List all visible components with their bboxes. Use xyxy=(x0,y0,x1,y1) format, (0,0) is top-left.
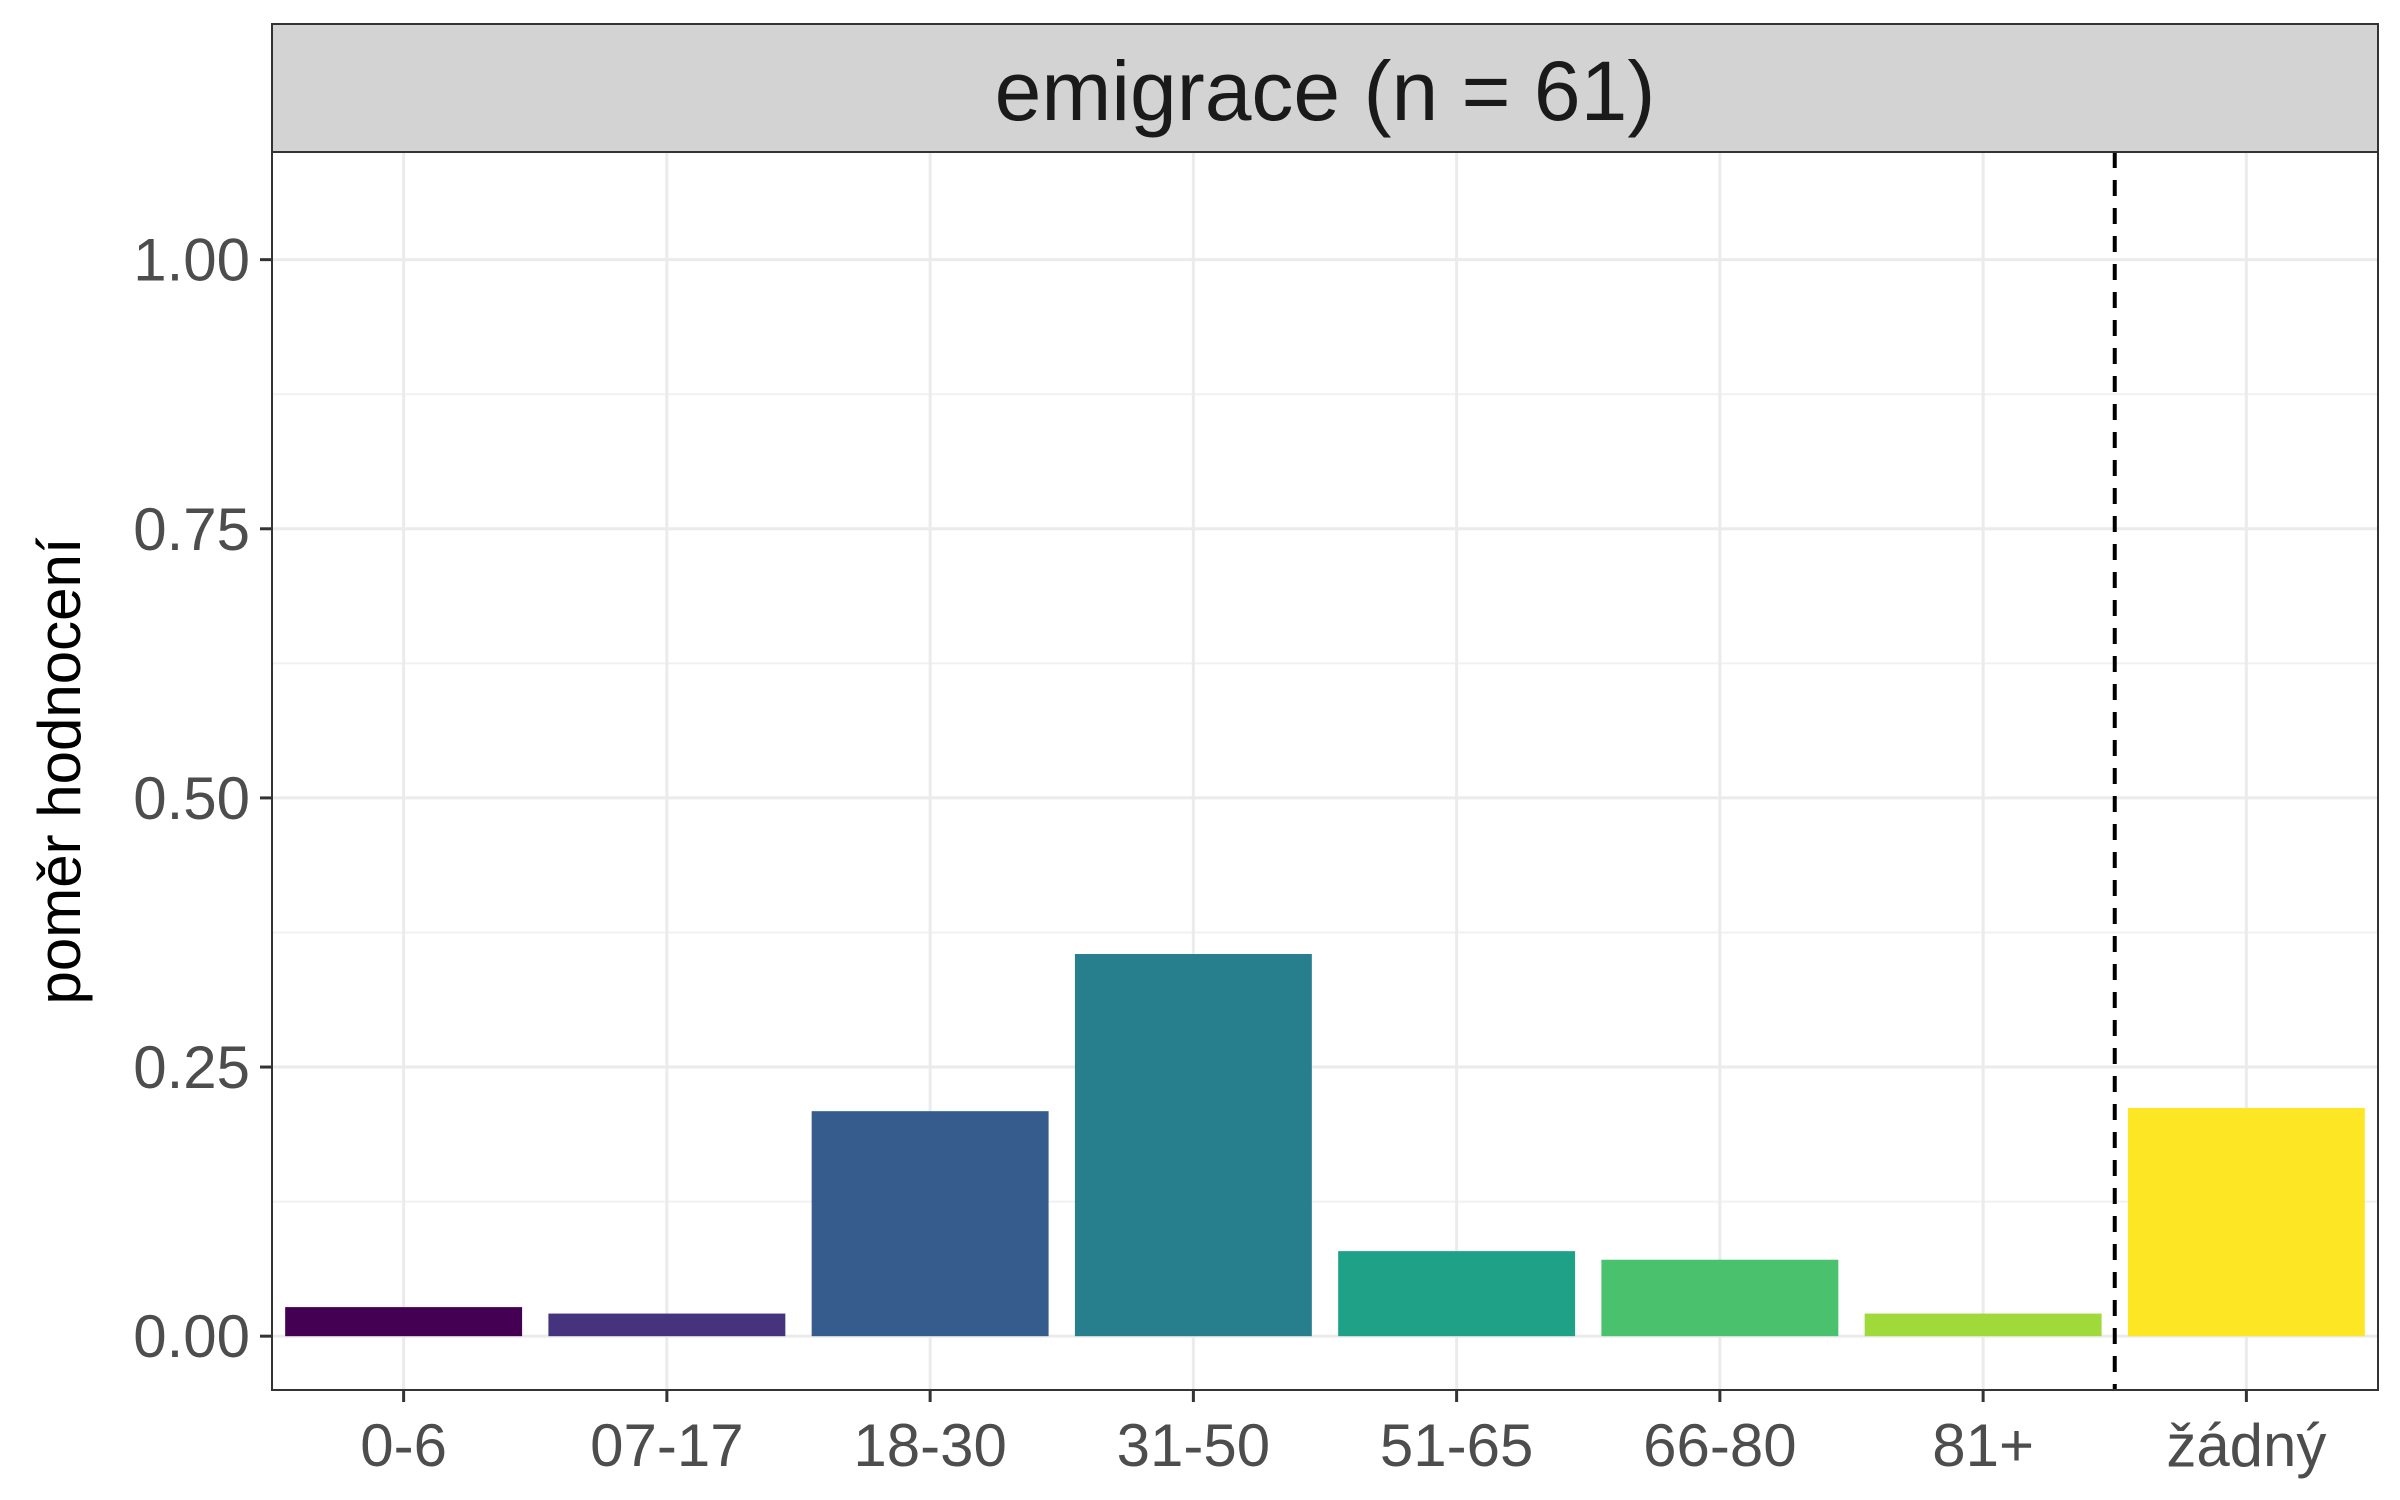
facet-strip-title: emigrace (n = 61) xyxy=(995,44,1656,138)
facet-strip xyxy=(271,23,2379,153)
x-tick-label: 18-30 xyxy=(853,1412,1006,1479)
bar-51-65 xyxy=(1338,1251,1576,1337)
bar-18-30 xyxy=(811,1111,1049,1337)
bar-07-17 xyxy=(548,1313,786,1337)
bar-66-80 xyxy=(1601,1259,1839,1337)
y-axis-title: poměr hodnocení xyxy=(26,537,93,1004)
plot-panel-border xyxy=(271,151,2379,1391)
plot-panel-background xyxy=(272,152,2378,1390)
bar-81+ xyxy=(1864,1313,2102,1337)
x-tick-label: žádný xyxy=(2166,1412,2326,1479)
bar-žádný xyxy=(2127,1107,2365,1337)
y-tick-label: 0.25 xyxy=(133,1034,250,1101)
y-axis: 0.00 0.25 0.50 0.75 1.00 xyxy=(133,227,272,1370)
bar-0-6 xyxy=(285,1307,523,1337)
x-tick-label: 66-80 xyxy=(1643,1412,1796,1479)
x-tick-label: 0-6 xyxy=(360,1412,447,1479)
x-tick-label: 51-65 xyxy=(1380,1412,1533,1479)
y-tick-label: 0.75 xyxy=(133,496,250,563)
x-tick-label: 81+ xyxy=(1932,1412,2034,1479)
x-axis: 0-6 07-17 18-30 31-50 51-65 66-80 81+ žádný xyxy=(360,1390,2326,1479)
y-tick-label: 0.50 xyxy=(133,765,250,832)
y-tick-label: 0.00 xyxy=(133,1303,250,1370)
x-tick-label: 31-50 xyxy=(1117,1412,1270,1479)
bars xyxy=(285,954,2365,1337)
grid-lines xyxy=(272,152,2378,1390)
y-tick-label: 1.00 xyxy=(133,227,250,294)
bar-31-50 xyxy=(1074,954,1312,1337)
x-tick-label: 07-17 xyxy=(590,1412,743,1479)
